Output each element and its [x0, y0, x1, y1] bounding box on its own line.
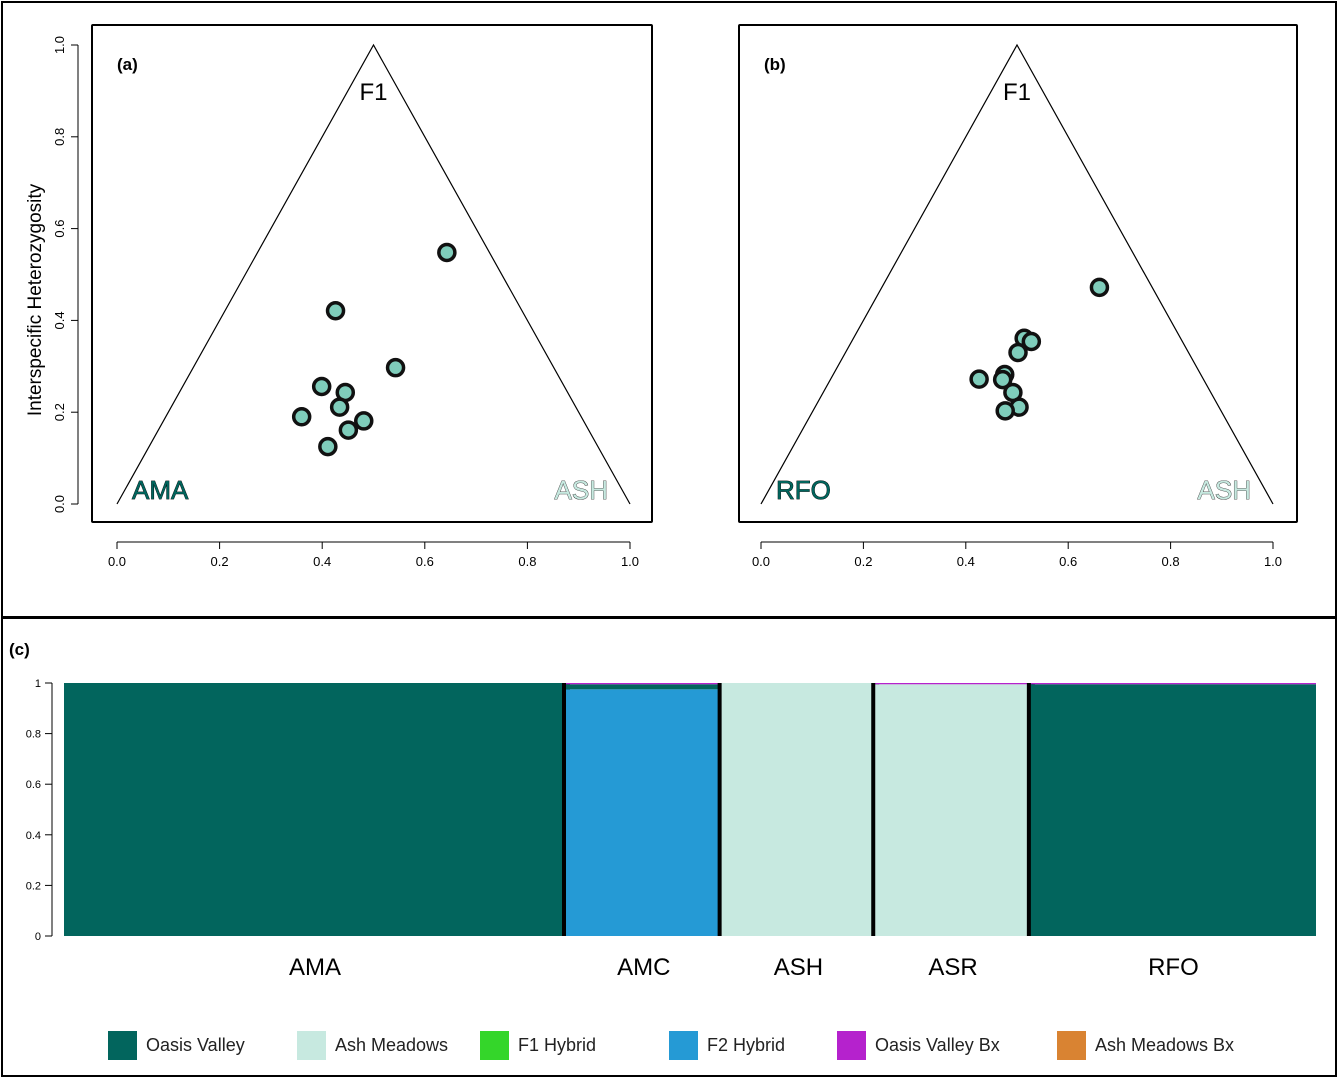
- category-label-ama: AMA: [289, 954, 341, 981]
- panel-c-label: (c): [9, 640, 30, 659]
- panel-a-x-tick-label: 0.2: [211, 554, 229, 569]
- legend-label: Ash Meadows: [335, 1034, 449, 1055]
- panel-a-y-tick-label: 0.8: [52, 128, 67, 146]
- category-label-amc: AMC: [617, 954, 670, 981]
- panel-b-x-tick-label: 0.0: [752, 554, 770, 569]
- panel-b-x-tick-label: 0.4: [957, 554, 975, 569]
- panel-b-data-point: [1021, 331, 1042, 352]
- panel-a-data-point: [354, 411, 374, 431]
- panel-a-x-tick-label: 0.8: [518, 554, 536, 569]
- panel-b-label: (b): [764, 55, 786, 74]
- legend-label: Oasis Valley: [146, 1034, 245, 1055]
- panel-b-right-label: ASH: [1198, 475, 1251, 505]
- panel-a-y-tick-label: 0.4: [52, 311, 67, 329]
- stacked-bar-amc-oasis-valley: [566, 684, 722, 690]
- legend-swatch: [669, 1030, 698, 1060]
- legend-swatch: [1057, 1030, 1086, 1060]
- stacked-bar-asr-oasis-valley-bx: [875, 683, 1031, 685]
- panel-a-x-tick-label: 0.6: [416, 554, 434, 569]
- legend-swatch: [108, 1030, 137, 1060]
- panel-a-data-point: [385, 357, 406, 378]
- stacked-bar-ama-oasis-valley: [64, 683, 567, 936]
- legend-swatch: [480, 1030, 509, 1060]
- panel-b-plot-box: [738, 24, 1298, 523]
- legend-item-ash-meadows-bx: Ash Meadows Bx: [1057, 1030, 1234, 1060]
- legend-item-ash-meadows: Ash Meadows: [297, 1030, 448, 1060]
- panel-b-triangle: [760, 43, 1274, 505]
- category-label-asr: ASR: [928, 954, 977, 981]
- category-label-rfo: RFO: [1148, 954, 1199, 981]
- panel-b-x-tick-label: 1.0: [1264, 554, 1282, 569]
- stacked-bar-rfo-oasis-valley: [1030, 684, 1316, 936]
- panel-c-y-tick-label: 0.8: [26, 729, 41, 741]
- panel-c-y-tick-label: 0: [35, 931, 41, 943]
- stacked-bar-amc-f2-hybrid: [566, 689, 722, 936]
- stacked-bar-rfo-oasis-valley-bx: [1030, 683, 1316, 685]
- stacked-bar-amc-oasis-valley-bx: [566, 683, 722, 685]
- panel-a-data-point: [291, 407, 312, 427]
- legend-label: Oasis Valley Bx: [875, 1034, 1000, 1055]
- legend-item-f1-hybrid: F1 Hybrid: [480, 1030, 596, 1060]
- legend-item-oasis-valley-bx: Oasis Valley Bx: [837, 1030, 1000, 1060]
- panel-b-apex-label: F1: [1003, 79, 1031, 106]
- panel-a-right-label: ASH: [555, 475, 608, 505]
- panel-a-data-point: [311, 376, 332, 397]
- panel-a-data-point: [318, 436, 338, 457]
- panel-a-data-point: [329, 397, 350, 417]
- stacked-bar-ash-ash-meadows: [721, 683, 876, 936]
- legend-label: Ash Meadows Bx: [1095, 1034, 1235, 1055]
- panel-a-left-label: AMA: [132, 475, 189, 505]
- panel-c-y-tick-label: 0.2: [26, 880, 41, 892]
- panel-b-x-tick-label: 0.2: [854, 554, 872, 569]
- panel-b-data-point: [995, 401, 1015, 421]
- bottom-panel-frame: [1, 617, 1337, 1077]
- panel-b-data-point: [969, 369, 989, 389]
- legend: Oasis Valley Ash Meadows F1 Hybrid F2 Hybri…: [0, 1030, 1340, 1070]
- panel-a-data-point: [437, 242, 457, 263]
- legend-item-f2-hybrid: F2 Hybrid: [669, 1030, 785, 1060]
- legend-item-oasis-valley: Oasis Valley: [108, 1030, 245, 1060]
- panel-c-y-tick-label: 0.6: [26, 779, 41, 791]
- category-label-ash: ASH: [774, 954, 823, 981]
- panel-a-label: (a): [117, 55, 138, 74]
- legend-swatch: [837, 1030, 866, 1060]
- panel-a-y-tick-label: 1.0: [52, 36, 67, 54]
- panel-a-data-point: [338, 420, 359, 440]
- panel-a-apex-label: F1: [359, 79, 387, 106]
- panel-a-y-tick-label: 0.6: [52, 220, 67, 238]
- stacked-bar-asr-ash-meadows: [875, 684, 1031, 936]
- panel-b-data-point: [992, 369, 1013, 390]
- panel-b-x-tick-label: 0.6: [1059, 554, 1077, 569]
- panel-b-left-label: RFO: [776, 475, 831, 505]
- panel-a-x-tick-label: 1.0: [621, 554, 639, 569]
- panel-b-data-point: [1008, 342, 1028, 363]
- panel-a-plot-box: [91, 24, 653, 523]
- panel-a-data-point: [325, 301, 346, 321]
- y-axis-title: Interspecific Heterozygosity: [25, 183, 46, 416]
- panel-c-y-tick-label: 0.4: [26, 830, 41, 842]
- panel-a-triangle: [116, 43, 631, 505]
- legend-label: F1 Hybrid: [518, 1034, 597, 1055]
- panel-a-x-tick-label: 0.4: [313, 554, 331, 569]
- panel-a-y-tick-label: 0.2: [52, 403, 67, 421]
- legend-label: F2 Hybrid: [707, 1034, 786, 1055]
- panel-b-data-point: [1089, 277, 1110, 298]
- legend-swatch: [297, 1030, 326, 1060]
- panel-a-x-tick-label: 0.0: [108, 554, 126, 569]
- panel-a-y-tick-label: 0.0: [52, 495, 67, 513]
- panel-c-y-tick-label: 1: [35, 678, 41, 690]
- panel-b-x-tick-label: 0.8: [1162, 554, 1180, 569]
